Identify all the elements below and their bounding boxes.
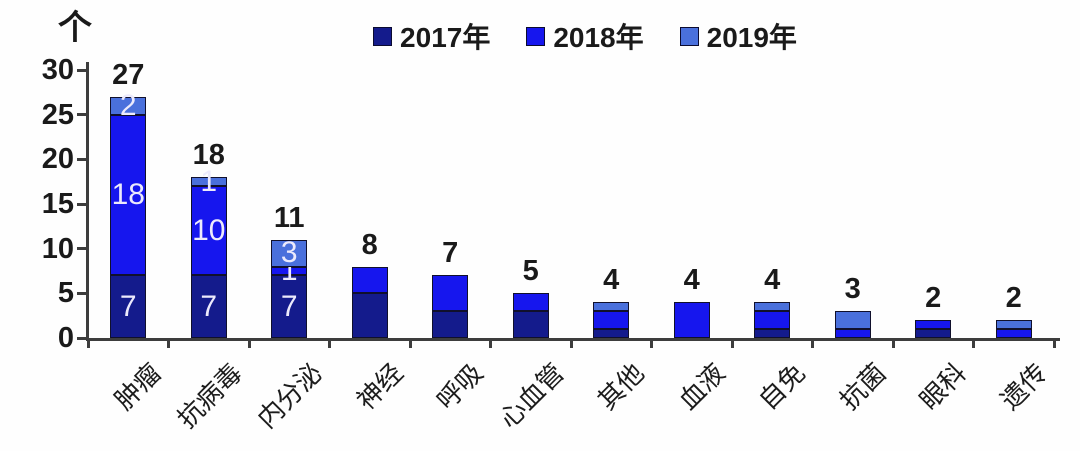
x-axis-tick — [891, 338, 895, 348]
bar-segment — [995, 329, 1032, 338]
legend-swatch-icon — [526, 26, 546, 46]
bar-segment — [190, 186, 227, 276]
y-axis-tick-label: 25 — [41, 98, 74, 131]
y-axis-tick-label: 0 — [57, 322, 74, 354]
x-axis-line — [85, 337, 1060, 341]
y-axis-tick-label: 15 — [41, 188, 74, 220]
x-axis-tick — [489, 338, 492, 348]
y-axis-tick — [77, 202, 86, 206]
y-axis-unit-label: 个 — [58, 9, 92, 47]
legend-item-label: 2018年 — [553, 22, 644, 53]
bar-total-label: 11 — [273, 201, 305, 234]
bar-segment — [673, 302, 710, 338]
bar-total-label: 2 — [925, 282, 942, 315]
x-axis-tick — [811, 338, 814, 348]
bar-segment — [271, 275, 308, 338]
y-axis-tick — [77, 247, 86, 251]
bar-segment — [754, 311, 791, 330]
x-axis-tick — [408, 338, 412, 348]
bar-total-label: 2 — [1005, 282, 1022, 315]
y-axis-tick — [77, 336, 86, 340]
y-axis-tick-label: 30 — [41, 54, 74, 86]
legend-item-label: 2019年 — [706, 22, 797, 53]
bar-segment — [754, 329, 791, 338]
legend-item: 2018年 — [526, 16, 644, 56]
bar-segment — [432, 275, 469, 312]
chart-legend: 2017年 2018年 2019年 — [90, 16, 1080, 56]
y-axis-tick — [77, 291, 86, 295]
y-axis-tick-label: 20 — [41, 143, 74, 176]
bar-total-label: 3 — [844, 273, 861, 306]
bar-segment — [271, 266, 308, 276]
bar-segment — [110, 275, 147, 338]
bar-total-label: 27 — [112, 58, 145, 91]
y-axis-line — [85, 62, 89, 340]
bar-segment — [593, 311, 630, 330]
bar-segment — [190, 275, 227, 338]
y-axis-tick-label: 10 — [41, 232, 74, 265]
x-axis-tick — [569, 338, 573, 348]
bar-segment — [271, 239, 308, 267]
bar-segment — [593, 302, 630, 312]
legend-item-label: 2017年 — [400, 22, 491, 53]
bar-total-label: 18 — [192, 139, 225, 172]
bar-segment — [110, 114, 147, 276]
bar-segment — [995, 320, 1032, 330]
x-axis-tick — [86, 338, 90, 348]
x-axis-tick — [247, 338, 251, 348]
legend-swatch-icon — [679, 26, 699, 46]
x-axis-tick — [730, 338, 734, 348]
legend-swatch-icon — [373, 26, 393, 46]
legend-item: 2017年 — [373, 16, 490, 56]
y-axis-tick-label: 5 — [57, 277, 74, 310]
y-axis-tick — [77, 157, 86, 161]
bar-segment — [351, 266, 388, 294]
bar-segment — [351, 293, 388, 338]
bar-segment — [190, 177, 227, 187]
bar-segment — [593, 329, 630, 338]
bar-total-label: 4 — [764, 264, 781, 297]
bar-segment — [834, 311, 871, 330]
x-axis-tick — [1052, 338, 1056, 348]
bar-segment — [754, 302, 791, 312]
bar-segment — [834, 329, 871, 338]
x-axis-tick — [328, 338, 331, 348]
bar-total-label: 4 — [603, 264, 620, 297]
bar-segment — [110, 96, 147, 115]
x-axis-tick — [650, 338, 653, 348]
y-axis-tick — [77, 68, 86, 72]
bar-segment — [512, 293, 549, 312]
bar-total-label: 7 — [442, 237, 459, 270]
bar-total-label: 4 — [683, 264, 700, 297]
legend-item: 2019年 — [679, 16, 797, 56]
bar-segment — [915, 329, 952, 338]
bar-segment — [512, 311, 549, 338]
bar-total-label: 5 — [522, 255, 539, 288]
bar-segment — [432, 311, 469, 338]
x-axis-tick — [167, 338, 170, 348]
category-axis-label: 遗传 — [994, 357, 1053, 416]
y-axis-tick — [77, 113, 86, 117]
bar-segment — [915, 320, 952, 330]
x-axis-tick — [972, 338, 975, 348]
bar-total-label: 8 — [361, 228, 378, 261]
